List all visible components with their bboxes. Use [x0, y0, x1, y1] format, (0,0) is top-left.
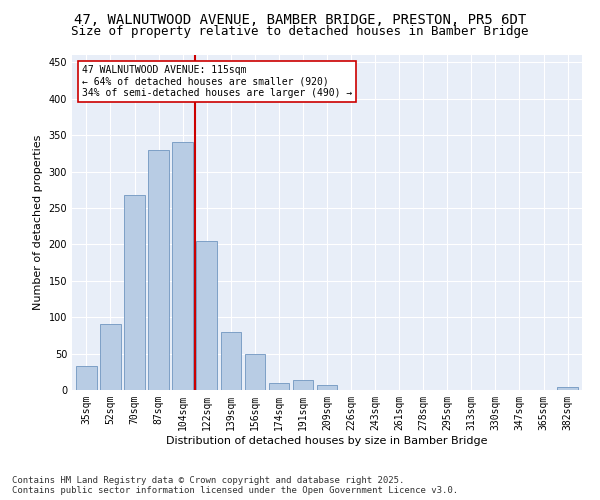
Y-axis label: Number of detached properties: Number of detached properties	[33, 135, 43, 310]
Bar	[100, 324, 121, 390]
Bar	[76, 366, 97, 390]
Bar	[293, 380, 313, 390]
Text: 47 WALNUTWOOD AVENUE: 115sqm
← 64% of detached houses are smaller (920)
34% of s: 47 WALNUTWOOD AVENUE: 115sqm ← 64% of de…	[82, 65, 352, 98]
X-axis label: Distribution of detached houses by size in Bamber Bridge: Distribution of detached houses by size …	[166, 436, 488, 446]
Bar	[317, 385, 337, 390]
Bar	[124, 195, 145, 390]
Bar	[221, 332, 241, 390]
Bar	[557, 387, 578, 390]
Bar	[269, 382, 289, 390]
Bar	[148, 150, 169, 390]
Bar	[196, 240, 217, 390]
Text: Size of property relative to detached houses in Bamber Bridge: Size of property relative to detached ho…	[71, 25, 529, 38]
Bar	[172, 142, 193, 390]
Bar	[245, 354, 265, 390]
Text: Contains HM Land Registry data © Crown copyright and database right 2025.
Contai: Contains HM Land Registry data © Crown c…	[12, 476, 458, 495]
Text: 47, WALNUTWOOD AVENUE, BAMBER BRIDGE, PRESTON, PR5 6DT: 47, WALNUTWOOD AVENUE, BAMBER BRIDGE, PR…	[74, 12, 526, 26]
